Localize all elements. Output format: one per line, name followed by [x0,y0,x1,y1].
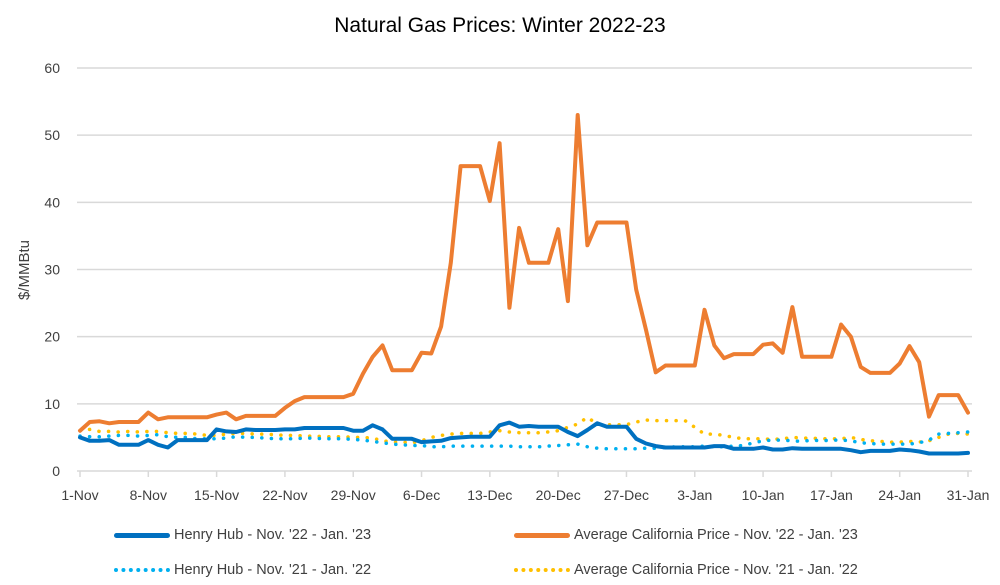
x-tick-label: 8-Nov [130,487,167,503]
y-tick-label: 60 [44,60,60,76]
legend-item-henry-hub-22-23: Henry Hub - Nov. '22 - Jan. '23 [114,527,371,543]
x-tick-label: 10-Jan [742,487,785,503]
legend-label: Henry Hub - Nov. '22 - Jan. '23 [174,527,372,543]
y-axis-label: $/MMBtu [16,240,33,300]
legend-swatch [514,532,570,538]
series-line-1 [78,113,970,433]
x-tick-label: 13-Dec [467,487,512,503]
y-tick-label: 20 [44,329,60,345]
legend-item-henry-hub-21-22: Henry Hub - Nov. '21 - Jan. '22 [114,562,371,578]
x-tick-label: 29-Nov [331,487,376,503]
legend-swatch [114,532,170,538]
x-tick-label: 24-Jan [878,487,921,503]
legend-label: Average California Price - Nov. '22 - Ja… [574,527,858,543]
y-tick-label: 50 [44,127,60,143]
y-tick-label: 0 [52,463,60,479]
x-tick-label: 20-Dec [536,487,581,503]
x-tick-label: 27-Dec [604,487,649,503]
x-tick-label: 15-Nov [194,487,239,503]
legend-swatch [114,568,170,572]
series-line-0 [78,420,970,456]
x-tick-label: 3-Jan [677,487,712,503]
x-tick-label: 1-Nov [61,487,98,503]
legend-swatch [514,568,570,572]
x-tick-label: 17-Jan [810,487,853,503]
x-tick-label: 22-Nov [262,487,307,503]
x-tick-label: 31-Jan [947,487,990,503]
y-tick-label: 40 [44,194,60,210]
x-tick-label: 6-Dec [403,487,440,503]
legend-item-california-22-23: Average California Price - Nov. '22 - Ja… [514,527,858,543]
y-tick-label: 10 [44,396,60,412]
y-tick-label: 30 [44,262,60,278]
legend-item-california-21-22: Average California Price - Nov. '21 - Ja… [514,562,858,578]
chart-title: Natural Gas Prices: Winter 2022-23 [334,14,666,37]
legend-label: Average California Price - Nov. '21 - Ja… [574,562,858,578]
legend-label: Henry Hub - Nov. '21 - Jan. '22 [174,562,372,578]
